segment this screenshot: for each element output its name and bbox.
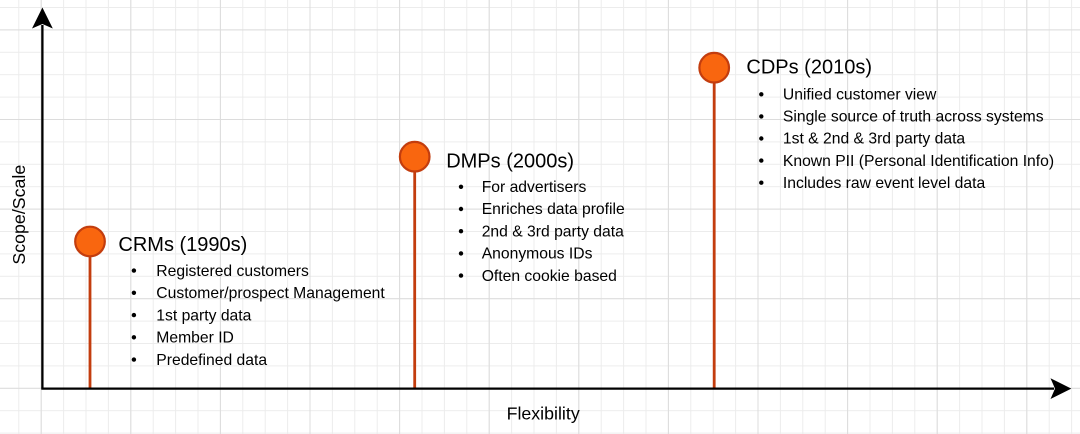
svg-text:1st party data: 1st party data — [156, 307, 251, 324]
svg-text:Known PII (Personal Identifica: Known PII (Personal Identification Info) — [783, 153, 1054, 170]
svg-text:Unified customer view: Unified customer view — [783, 87, 937, 104]
svg-text:Often cookie based: Often cookie based — [482, 268, 617, 285]
svg-text:For advertisers: For advertisers — [482, 179, 587, 196]
svg-text:1st & 2nd & 3rd party data: 1st & 2nd & 3rd party data — [783, 131, 966, 148]
svg-text:DMPs (2000s): DMPs (2000s) — [446, 150, 574, 172]
svg-text:Anonymous IDs: Anonymous IDs — [482, 246, 593, 263]
svg-text:Enriches data profile: Enriches data profile — [482, 201, 625, 218]
svg-text:Member ID: Member ID — [156, 330, 234, 347]
svg-text:Flexibility: Flexibility — [507, 404, 580, 424]
svg-text:2nd & 3rd party data: 2nd & 3rd party data — [482, 223, 624, 240]
svg-text:CDPs (2010s): CDPs (2010s) — [746, 57, 872, 79]
svg-text:CRMs (1990s): CRMs (1990s) — [118, 234, 247, 256]
svg-text:Single source of truth across: Single source of truth across systems — [783, 109, 1044, 126]
svg-text:Registered customers: Registered customers — [156, 263, 309, 280]
svg-text:Predefined data: Predefined data — [156, 352, 267, 369]
svg-text:Customer/prospect Management: Customer/prospect Management — [156, 285, 385, 302]
svg-text:Scope/Scale: Scope/Scale — [9, 165, 29, 265]
svg-text:Includes raw event level data: Includes raw event level data — [783, 175, 986, 192]
